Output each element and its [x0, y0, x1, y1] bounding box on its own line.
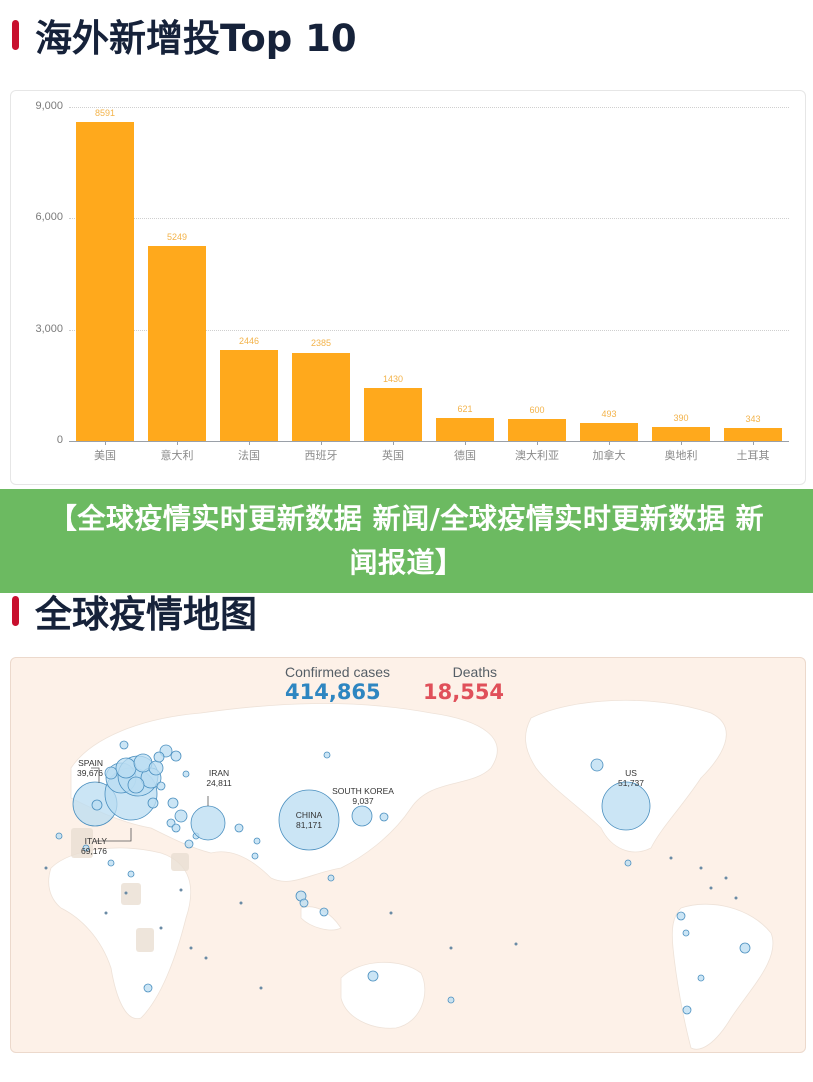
callout-value: 39,676	[77, 768, 103, 778]
bar-value-label: 493	[601, 408, 617, 419]
callout-value: 51,737	[618, 778, 644, 788]
bar[interactable]: 2446	[213, 107, 285, 441]
bar-value-label: 2385	[310, 338, 332, 349]
callout-iran: IRAN 24,811	[191, 768, 247, 788]
section-title-text: 全球疫情地图	[35, 593, 257, 636]
title-accent-bar	[12, 596, 19, 626]
bar-value-label: 390	[673, 412, 689, 423]
bar[interactable]: 8591	[69, 107, 141, 441]
world-map	[44, 699, 774, 1050]
headline-banner[interactable]: 【全球疫情实时更新数据 新闻/全球疫情实时更新数据 新闻报道】	[0, 489, 813, 593]
y-tick-label: 6,000	[35, 211, 63, 224]
callout-value: 24,811	[206, 778, 232, 788]
confirmed-cases-label: Confirmed cases	[285, 664, 391, 680]
land-masses	[48, 699, 774, 1050]
bar-rect	[652, 426, 710, 441]
x-tick-label: 英国	[382, 449, 404, 462]
bar-value-label: 343	[745, 414, 761, 425]
confirmed-cases-value: 414,865	[285, 680, 381, 704]
bar-rect	[148, 246, 206, 441]
bar-value-label: 621	[457, 403, 473, 414]
x-tick	[537, 441, 538, 445]
bar-value-label: 2446	[238, 336, 260, 347]
x-tick	[321, 441, 322, 445]
bar[interactable]: 493	[573, 107, 645, 441]
callout-italy: ITALY 69,176	[51, 836, 107, 856]
callout-lines	[91, 767, 209, 842]
bar-chart-plot: 0 3,000 6,000 9,000 8591 美国 5249 意大利 2446 法国 2385 西…	[35, 100, 789, 462]
gridline	[69, 107, 789, 108]
bar-value-label: 8591	[94, 108, 116, 119]
gridline	[69, 218, 789, 220]
deaths-stat: Deaths 18,554	[423, 664, 505, 704]
callout-country: SPAIN	[78, 758, 103, 768]
bar-value-label: 600	[529, 404, 545, 415]
bar-chart-card: 0 3,000 6,000 9,000 8591 美国 5249 意大利 2446 法国 2385 西…	[10, 90, 806, 485]
headline-banner-text: 【全球疫情实时更新数据 新闻/全球疫情实时更新数据 新闻报道】	[48, 502, 765, 579]
x-tick	[681, 441, 682, 445]
x-tick-label: 加拿大	[592, 449, 626, 462]
y-tick-label: 3,000	[35, 322, 63, 335]
callout-value: 81,171	[296, 820, 322, 830]
callout-country: CHINA	[295, 810, 323, 820]
bar-value-label: 5249	[166, 232, 188, 243]
x-tick-label: 意大利	[160, 449, 194, 462]
x-tick-label: 奥地利	[664, 449, 698, 462]
x-tick	[393, 441, 394, 445]
x-axis-line	[69, 441, 789, 442]
callout-country: IRAN	[208, 768, 230, 778]
world-map-card: Confirmed cases 414,865 Deaths 18,554 SP…	[10, 657, 806, 1053]
callout-country: ITALY	[84, 836, 107, 846]
callout-spain: SPAIN 39,676	[47, 758, 103, 778]
y-tick-label: 0	[56, 434, 63, 446]
callout-country: US	[625, 768, 637, 778]
x-tick	[609, 441, 610, 445]
bar-rect	[580, 422, 638, 441]
section-title-top10: 海外新增投Top 10	[12, 8, 357, 62]
x-tick	[177, 441, 178, 445]
case-bubbles	[55, 740, 751, 1015]
x-tick-label: 法国	[238, 449, 260, 462]
section-title-text: 海外新增投Top 10	[35, 17, 357, 60]
x-tick	[105, 441, 106, 445]
bar[interactable]: 343	[717, 107, 789, 441]
bar-value-label: 1430	[382, 373, 404, 384]
callout-country: SOUTH KOREA	[332, 786, 394, 796]
y-tick-label: 9,000	[35, 100, 63, 112]
deaths-value: 18,554	[423, 680, 505, 704]
bar[interactable]: 621	[429, 107, 501, 441]
x-tick-label: 德国	[454, 449, 476, 462]
bar-rect	[436, 417, 494, 441]
bar[interactable]: 5249	[141, 107, 213, 441]
bar-rect	[292, 352, 350, 441]
gridline	[69, 329, 789, 331]
bar-rect	[508, 418, 566, 441]
x-tick-label: 西班牙	[304, 449, 338, 462]
bar-rect	[220, 350, 278, 441]
bar[interactable]: 600	[501, 107, 573, 441]
x-tick-label: 澳大利亚	[515, 449, 559, 462]
map-stats: Confirmed cases 414,865 Deaths 18,554	[11, 664, 805, 710]
x-tick-label: 美国	[94, 449, 116, 462]
bar[interactable]: 2385	[285, 107, 357, 441]
x-tick	[249, 441, 250, 445]
bar-rect	[76, 122, 134, 441]
bar-rect	[724, 428, 782, 441]
confirmed-cases-stat: Confirmed cases 414,865	[285, 664, 390, 704]
callout-china: CHINA 81,171	[281, 810, 337, 830]
section-title-map: 全球疫情地图	[12, 584, 257, 638]
callout-south-korea: SOUTH KOREA 9,037	[329, 786, 397, 806]
small-dots	[44, 856, 738, 990]
x-tick	[465, 441, 466, 445]
title-accent-bar	[12, 20, 19, 50]
x-tick-label: 土耳其	[736, 449, 770, 462]
bar[interactable]: 390	[645, 107, 717, 441]
bar-rect	[364, 387, 422, 441]
callout-value: 9,037	[352, 796, 374, 806]
callout-us: US 51,737	[603, 768, 659, 788]
deaths-label: Deaths	[452, 664, 497, 680]
x-tick	[753, 441, 754, 445]
bar[interactable]: 1430	[357, 107, 429, 441]
callout-value: 69,176	[81, 846, 107, 856]
